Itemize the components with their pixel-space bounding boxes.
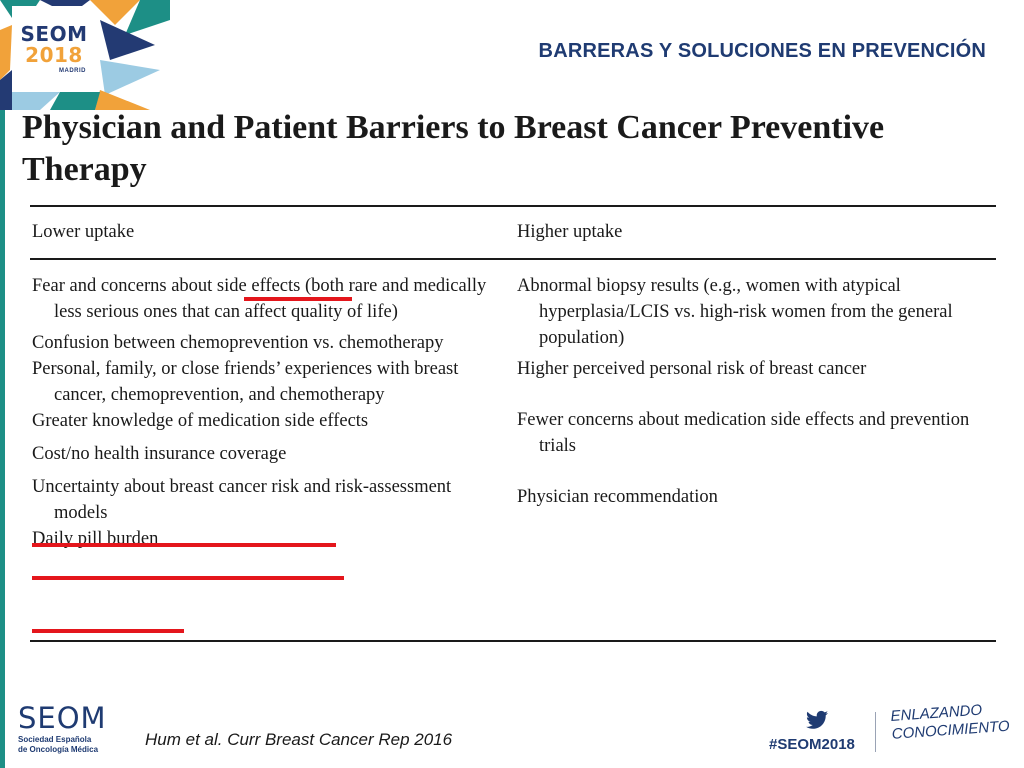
- conference-logo-graphic: [0, 0, 170, 110]
- higher-uptake-item: Higher perceived personal risk of breast…: [517, 359, 867, 379]
- logo-city: MADRID: [59, 68, 86, 74]
- highlight-underline: [244, 297, 352, 301]
- slide-header-title: BARRERAS Y SOLUCIONES EN PREVENCIÓN: [538, 40, 986, 62]
- lower-uptake-item: Greater knowledge of medication side eff…: [32, 411, 369, 431]
- higher-uptake-item: Abnormal biopsy results (e.g., women wit…: [517, 276, 953, 348]
- lower-uptake-item: Cost/no health insurance coverage: [32, 444, 287, 464]
- event-hashtag: #SEOM2018: [769, 736, 855, 753]
- footer-org-name-line2: de Oncología Médica: [18, 745, 99, 754]
- highlight-underline: [32, 576, 344, 580]
- lower-uptake-item: Daily pill burden: [32, 529, 159, 549]
- left-accent-bar: [0, 110, 5, 768]
- lower-uptake-item: Confusion between chemoprevention vs. ch…: [32, 333, 444, 353]
- footer-org-name-line1: Sociedad Española: [18, 735, 92, 744]
- table-header-rule: [30, 258, 996, 260]
- higher-uptake-list: Abnormal biopsy results (e.g., women wit…: [517, 273, 982, 510]
- lower-uptake-item: Fear and concerns about side effects (bo…: [32, 276, 487, 322]
- event-slogan: ENLAZANDO CONOCIMIENTO: [890, 700, 1010, 744]
- lower-uptake-list: Fear and concerns about side effects (bo…: [32, 273, 494, 633]
- table-bottom-rule: [30, 640, 996, 642]
- seom-2018-logo: SEOM 2018 MADRID: [12, 6, 96, 92]
- column-header-higher-uptake: Higher uptake: [517, 222, 623, 242]
- column-header-lower-uptake: Lower uptake: [32, 222, 135, 242]
- higher-uptake-item: Fewer concerns about medication side eff…: [517, 410, 970, 456]
- footer-divider: [875, 712, 876, 752]
- footer-logo-text: SEOM: [18, 701, 107, 735]
- footer-org-name: Sociedad Española de Oncología Médica: [18, 735, 128, 755]
- higher-uptake-item: Physician recommendation: [517, 487, 718, 507]
- highlight-underline: [32, 629, 184, 633]
- logo-brand: SEOM: [20, 22, 88, 46]
- citation: Hum et al. Curr Breast Cancer Rep 2016: [145, 730, 453, 749]
- highlight-underline: [32, 543, 336, 547]
- seom-society-logo: SEOM Sociedad Española de Oncología Médi…: [18, 703, 128, 755]
- lower-uptake-item: Uncertainty about breast cancer risk and…: [32, 477, 452, 523]
- lower-uptake-item: Personal, family, or close friends’ expe…: [32, 359, 459, 405]
- twitter-bird-icon: [806, 710, 828, 729]
- table-top-rule: [30, 205, 996, 207]
- figure-title: Physician and Patient Barriers to Breast…: [22, 109, 885, 188]
- logo-year: 2018: [25, 43, 83, 67]
